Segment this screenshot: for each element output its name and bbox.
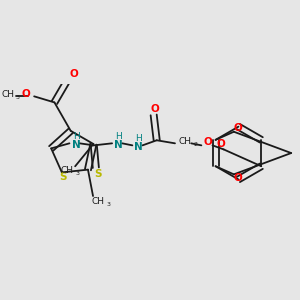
Text: O: O bbox=[233, 123, 242, 133]
Text: 3: 3 bbox=[16, 95, 20, 100]
Text: N: N bbox=[134, 142, 143, 152]
Text: O: O bbox=[233, 173, 242, 183]
Text: O: O bbox=[22, 89, 30, 99]
Text: 3: 3 bbox=[106, 202, 110, 207]
Text: S: S bbox=[94, 169, 102, 179]
Text: N: N bbox=[114, 140, 122, 150]
Text: O: O bbox=[203, 137, 212, 147]
Text: O: O bbox=[150, 104, 159, 114]
Text: CH: CH bbox=[92, 196, 105, 206]
Text: CH: CH bbox=[61, 166, 74, 175]
Text: H: H bbox=[135, 134, 142, 143]
Text: 3: 3 bbox=[75, 171, 79, 176]
Text: CH: CH bbox=[178, 137, 192, 146]
Text: N: N bbox=[72, 140, 81, 150]
Text: H: H bbox=[115, 132, 122, 141]
Text: 2: 2 bbox=[193, 142, 197, 147]
Text: CH: CH bbox=[1, 90, 14, 99]
Text: O: O bbox=[69, 69, 78, 79]
Text: H: H bbox=[73, 132, 80, 141]
Text: O: O bbox=[216, 139, 225, 149]
Text: S: S bbox=[59, 172, 67, 182]
